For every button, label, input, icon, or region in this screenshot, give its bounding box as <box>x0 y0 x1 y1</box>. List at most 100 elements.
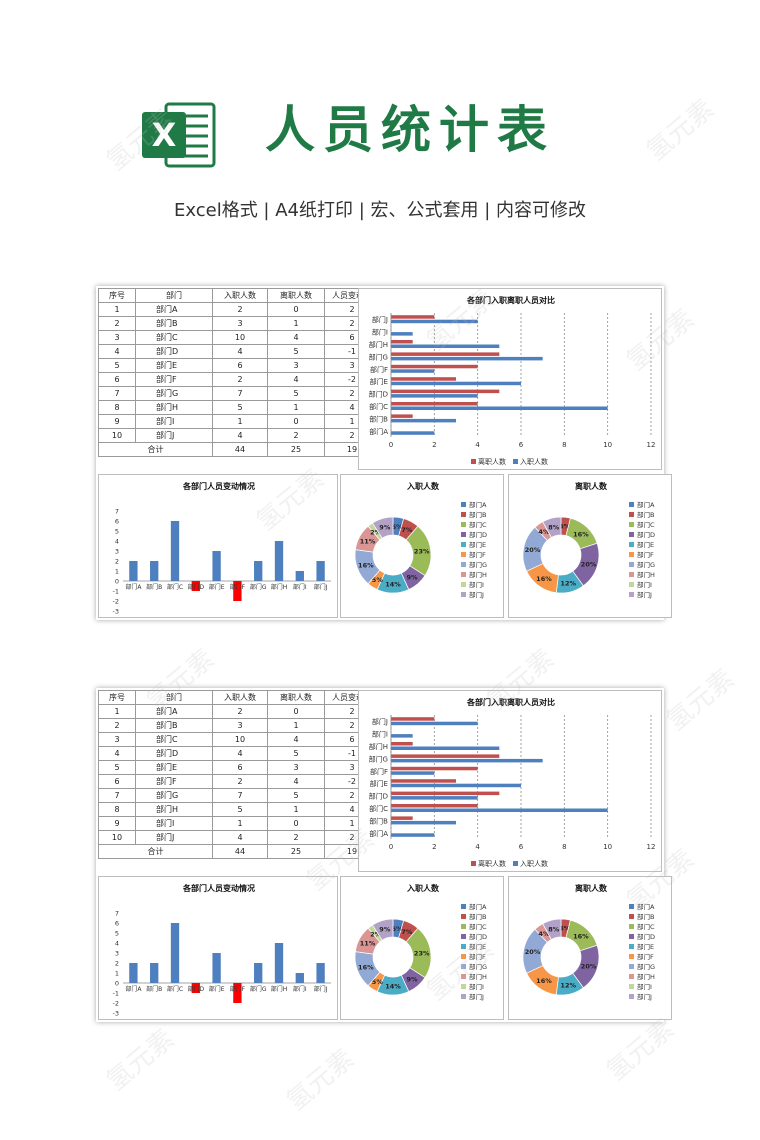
bar-leave <box>391 402 478 406</box>
table-cell: 2 <box>98 718 136 733</box>
table-cell: 7 <box>98 788 136 803</box>
table-cell: 部门G <box>135 386 213 401</box>
x-tick-label: 部门C <box>167 985 183 993</box>
x-tick-label: 8 <box>562 843 566 851</box>
table-cell: 部门E <box>135 760 213 775</box>
bar-leave <box>391 742 413 746</box>
table-cell: 7 <box>212 386 268 401</box>
table-cell: 1 <box>267 718 325 733</box>
legend-swatch <box>471 459 476 464</box>
bar-leave <box>391 389 500 394</box>
table-header-row: 序号 部门 入职人数 离职人数 人员变动数 <box>98 288 380 303</box>
table-row: 1 部门A 2 0 2 <box>98 704 380 719</box>
table-cell: 3 <box>267 760 325 775</box>
page-subtitle: Excel格式 | A4纸打印 | 宏、公式套用 | 内容可修改 <box>174 200 586 221</box>
x-tick-label: 12 <box>647 843 656 851</box>
table-cell: 2 <box>98 316 136 331</box>
inout-compare-chart: 各部门入职离职人员对比 0 2 4 6 8 10 12 部门A 部门B 部门C 部门D 部门E 部门F 部门… <box>358 690 662 872</box>
watermark-text: 氢元素 <box>101 1023 181 1097</box>
table-cell: 6 <box>212 358 268 373</box>
legend-label: 部门D <box>469 530 487 539</box>
table-cell: 部门I <box>135 816 213 831</box>
y-tick-label: -2 <box>113 598 119 606</box>
chart-title: 入职人数 <box>406 481 440 491</box>
table-cell: 部门B <box>135 718 213 733</box>
legend-swatch <box>461 964 466 969</box>
chart-title: 各部门入职离职人员对比 <box>466 295 555 305</box>
legend-swatch <box>461 562 466 567</box>
legend-swatch <box>513 861 518 866</box>
legend-label: 部门G <box>469 560 487 569</box>
y-tick-label: 7 <box>115 910 119 918</box>
legend-swatch <box>629 934 634 939</box>
table-cell: 部门C <box>135 732 213 747</box>
legend-label: 部门A <box>637 500 655 509</box>
table-row: 1 部门A 2 0 2 <box>98 302 380 317</box>
table-cell: 5 <box>267 788 325 803</box>
chart-title: 离职人数 <box>575 883 608 893</box>
table-cell: 4 <box>98 746 136 761</box>
legend-swatch <box>629 964 634 969</box>
table-row: 4 部门D 4 5 -1 <box>98 746 380 761</box>
x-tick-label: 部门F <box>230 583 246 591</box>
legend-swatch <box>629 994 634 999</box>
slice-label: 7% <box>401 928 413 936</box>
leave-donut-chart: 离职人数 4% 16% 20% 12% 16% 20% 4% 8% 部门A 部门B 部门C 部门D 部门E… <box>508 876 672 1020</box>
slice-label: 4% <box>538 528 550 536</box>
y-tick-label: 2 <box>115 960 119 968</box>
x-tick-label: 部门J <box>314 985 328 993</box>
bar-join <box>391 734 413 738</box>
change-bar <box>191 983 200 993</box>
chart-title: 各部门人员变动情况 <box>182 481 255 491</box>
bar-leave <box>391 315 435 319</box>
legend-swatch <box>629 914 634 919</box>
slice-label: 20% <box>525 948 541 956</box>
legend-swatch <box>629 592 634 597</box>
bar-join <box>391 418 456 423</box>
slice-label: 9% <box>406 573 418 581</box>
y-tick-label: 6 <box>115 920 119 928</box>
slice-label: 11% <box>360 940 376 948</box>
legend-swatch <box>629 552 634 557</box>
legend-label: 部门J <box>637 590 652 599</box>
join-donut-chart: 入职人数 5% 7% 23% 9% 14% 5% 16% 11% 2% 9% 部门A 部门B 部门C 部门D… <box>340 474 504 618</box>
legend-label: 离职人数 <box>478 859 506 868</box>
total-cell: 25 <box>267 844 325 859</box>
legend-swatch <box>629 582 634 587</box>
slice-label: 12% <box>560 580 576 588</box>
legend-label: 部门E <box>637 942 654 951</box>
y-tick-label: -3 <box>113 608 119 616</box>
change-bar <box>170 923 180 983</box>
chart-title: 离职人数 <box>575 481 608 491</box>
join-donut-chart: 入职人数 5% 7% 23% 9% 14% 5% 16% 11% 2% 9% 部门A 部门B 部门C 部门D… <box>340 876 504 1020</box>
slice-label: 16% <box>358 964 374 972</box>
y-tick-label: 5 <box>115 930 119 938</box>
table-cell: 4 <box>212 746 268 761</box>
x-tick-label: 12 <box>647 441 656 449</box>
y-tick-label: 部门D <box>369 390 388 399</box>
bar-leave <box>391 377 456 381</box>
table-cell: 2 <box>212 302 268 317</box>
legend-label: 部门H <box>469 972 487 981</box>
y-tick-label: 部门J <box>372 315 388 324</box>
table-row: 10 部门J 4 2 2 <box>98 830 380 845</box>
bar-leave <box>391 414 413 418</box>
y-tick-label: 6 <box>115 518 119 526</box>
chart-title: 各部门入职离职人员对比 <box>466 697 555 707</box>
inout-compare-chart: 各部门入职离职人员对比 0 2 4 6 8 10 12 部门A 部门B 部门C 部门D 部门E 部门F 部门… <box>358 288 662 470</box>
legend-swatch <box>461 984 466 989</box>
slice-label: 7% <box>401 526 413 534</box>
x-tick-label: 部门F <box>230 985 246 993</box>
leave-donut-chart-svg: 离职人数4%16%20%12%16%20%4%8%部门A部门B部门C部门D部门E… <box>522 481 655 599</box>
bar-leave <box>391 779 456 783</box>
table-cell: 部门C <box>135 330 213 345</box>
slice-label: 5% <box>372 576 384 584</box>
legend-label: 入职人数 <box>520 457 548 466</box>
table-cell: 0 <box>267 302 325 317</box>
legend-label: 入职人数 <box>520 859 548 868</box>
legend-swatch <box>471 861 476 866</box>
total-label: 合计 <box>98 442 213 457</box>
legend-label: 部门E <box>469 540 486 549</box>
bar-join <box>391 771 435 775</box>
table-cell: 6 <box>98 774 136 789</box>
